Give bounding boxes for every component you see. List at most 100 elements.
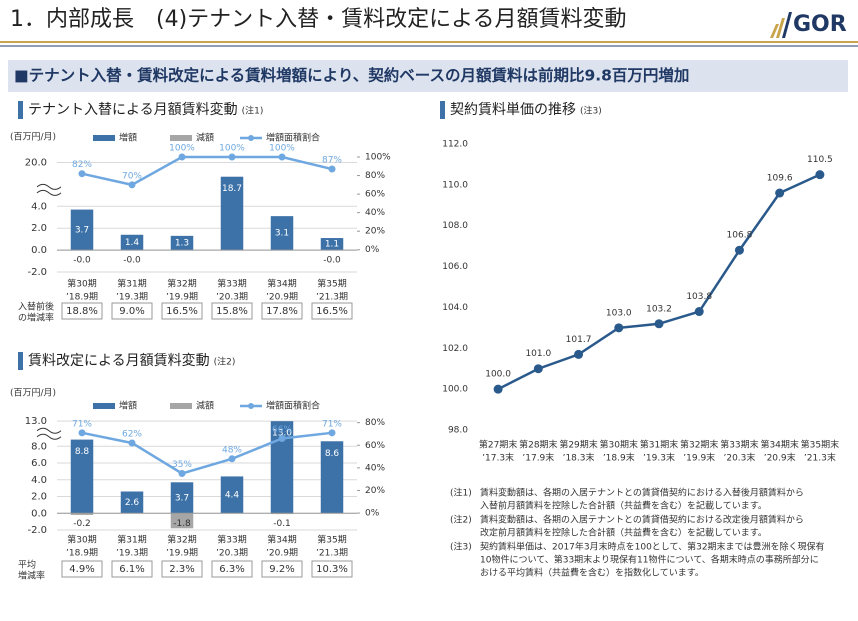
unit-label: (百万円/月) xyxy=(10,132,56,143)
line-point xyxy=(228,455,236,463)
legend-label: 増額面積割合 xyxy=(266,400,320,412)
x-tick-label: 第31期 xyxy=(117,278,146,290)
data-label: -0.0 xyxy=(123,256,141,266)
row-value: 15.8% xyxy=(216,306,248,317)
line xyxy=(81,155,333,187)
legend-label: 減額 xyxy=(196,400,214,412)
line-point xyxy=(694,307,704,317)
y-tick-label: -2.0 xyxy=(27,267,47,278)
section-note: (注3) xyxy=(580,105,602,117)
legend-label: 減額 xyxy=(196,132,214,144)
data-label: 1.3 xyxy=(175,238,189,248)
x-tick-sublabel: ’20.3期 xyxy=(216,292,248,303)
x-tick-sublabel: ’18.9末 xyxy=(603,452,635,464)
line-point xyxy=(654,319,664,329)
bar xyxy=(70,439,94,514)
x-tick-label: 第35期末 xyxy=(801,439,839,451)
unit-label: (百万円/月) xyxy=(10,388,56,399)
x-tick-label: 第34期 xyxy=(267,278,296,290)
section-title: 賃料改定による月額賃料変動 xyxy=(28,352,210,369)
data-label: 70% xyxy=(122,171,142,181)
bar xyxy=(320,238,344,251)
x-tick-sublabel: ’19.9末 xyxy=(683,452,715,464)
line-point xyxy=(614,323,624,333)
legend-swatch xyxy=(170,403,192,409)
x-tick-label: 第35期 xyxy=(317,278,346,290)
line-point xyxy=(533,364,543,374)
note-text: 入替前月額賃料を控除した合計額（共益費を含む）を記載しています。 xyxy=(480,500,767,512)
y-tick-label: 20.0 xyxy=(25,157,47,168)
line-point xyxy=(78,170,86,178)
x-tick-label: 第34期 xyxy=(267,534,296,546)
data-label: 101.0 xyxy=(525,349,551,359)
row-box xyxy=(261,302,303,320)
data-label: -0.0 xyxy=(323,256,341,266)
legend-label: 増額 xyxy=(119,132,137,144)
bar xyxy=(70,209,94,251)
data-label: 103.8 xyxy=(686,292,712,302)
y-tick-label: 110.0 xyxy=(442,180,468,190)
page-title: 1．内部成長 (4)テナント入替・賃料改定による月額賃料変動 xyxy=(10,7,627,32)
row-box xyxy=(211,560,253,578)
data-label: 100% xyxy=(269,144,295,154)
row-value: 4.9% xyxy=(69,564,94,575)
x-tick-sublabel: ’20.9末 xyxy=(764,452,796,464)
row-value: 6.3% xyxy=(219,564,244,575)
line-point xyxy=(493,384,503,394)
x-tick-sublabel: ’20.9期 xyxy=(266,548,298,559)
y2-tick-label: 20% xyxy=(365,486,385,496)
bar xyxy=(170,235,194,251)
x-tick-label: 第32期末 xyxy=(680,439,718,451)
line-point xyxy=(278,434,286,442)
row-box xyxy=(111,302,153,320)
axis-break xyxy=(36,189,62,196)
y-tick-label: 4.0 xyxy=(31,201,47,212)
row-value: 10.3% xyxy=(316,564,348,575)
y-tick-label: 106.0 xyxy=(442,262,468,272)
row-value: 17.8% xyxy=(266,306,298,317)
row-label: の増減率 xyxy=(18,312,54,324)
y-tick-label: 2.0 xyxy=(31,492,47,503)
line-point xyxy=(734,245,744,255)
data-label: 3.7 xyxy=(75,225,89,235)
line-point xyxy=(328,165,336,173)
y-tick-label: -2.0 xyxy=(27,525,47,536)
y-tick-label: 0.0 xyxy=(31,245,47,256)
line-point xyxy=(815,170,825,180)
y-tick-label: 112.0 xyxy=(442,140,468,150)
y2-tick-label: 20% xyxy=(365,227,385,237)
data-label: 35% xyxy=(172,460,192,470)
row-value: 16.5% xyxy=(166,306,198,317)
x-tick-label: 第31期 xyxy=(117,534,146,546)
bar xyxy=(120,491,144,514)
row-value: 18.8% xyxy=(66,306,98,317)
note-text: 賃料変動額は、各期の入居テナントとの賃貸借契約における入替後月額賃料から xyxy=(480,487,804,499)
legend-swatch xyxy=(93,403,115,409)
logo-mark xyxy=(770,12,792,38)
y-tick-label: 2.0 xyxy=(31,223,47,234)
line xyxy=(81,431,333,475)
y2-tick-label: 80% xyxy=(365,171,385,181)
y2-tick-label: 0% xyxy=(365,509,380,519)
x-tick-sublabel: ’18.3末 xyxy=(563,452,595,464)
legend-marker xyxy=(248,403,254,409)
x-tick-label: 第27期末 xyxy=(479,439,517,451)
line-point xyxy=(775,188,785,198)
data-label: 48% xyxy=(222,445,242,455)
y2-tick-label: 60% xyxy=(365,441,385,451)
headline-band xyxy=(8,60,848,92)
row-box xyxy=(61,302,103,320)
data-label: 109.6 xyxy=(767,174,793,184)
row-label: 入替前後 xyxy=(18,301,54,313)
line-point xyxy=(128,181,136,189)
data-label: 3.7 xyxy=(175,493,189,503)
data-label: -1.8 xyxy=(173,519,191,529)
legend-swatch xyxy=(170,135,192,141)
bar xyxy=(270,421,294,514)
y2-tick-label: 0% xyxy=(365,245,380,255)
y2-tick-label: 40% xyxy=(365,463,385,473)
axis-break xyxy=(36,433,62,440)
y2-tick-label: 60% xyxy=(365,190,385,200)
row-box xyxy=(161,560,203,578)
